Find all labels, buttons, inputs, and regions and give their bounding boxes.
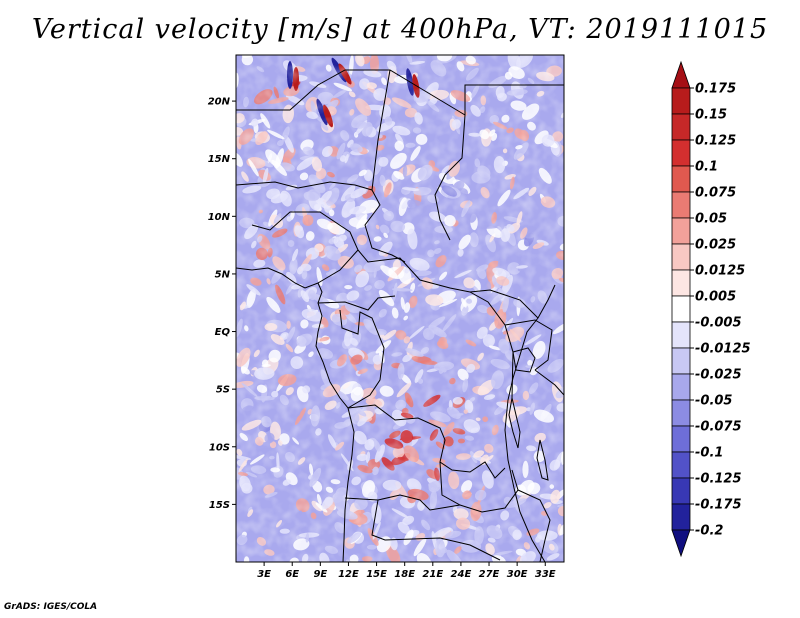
colorbar-swatch: [671, 477, 691, 505]
colorbar-label: 0.05: [695, 212, 727, 227]
colorbar-label: -0.075: [695, 420, 742, 435]
colorbar-label: -0.1: [695, 446, 723, 461]
colorbar-swatch: [671, 60, 691, 89]
y-axis: 20N 15N 10N 5N EQ 5S 10S 15S: [208, 97, 236, 511]
colorbar-swatch: [671, 87, 691, 115]
colorbar-label: -0.2: [695, 524, 723, 539]
x-tick-label: 9E: [313, 569, 327, 580]
colorbar-swatch: [671, 191, 691, 219]
x-axis: 3E 6E 9E 12E 15E 18E 21E 24E 27E 30E 33E: [257, 562, 556, 580]
plot-frame: [235, 54, 565, 563]
colorbar-label: 0.15: [695, 108, 727, 123]
lake-tanganyika: [508, 397, 521, 449]
lake-malawi: [536, 439, 549, 481]
colorbar-label: 0.125: [695, 134, 736, 149]
colorbar-swatch: [671, 295, 691, 323]
y-tick-label: 15N: [208, 154, 231, 165]
colorbar-swatch: [671, 243, 691, 271]
colorbar-swatch: [671, 217, 691, 245]
x-tick-label: 12E: [338, 569, 359, 580]
egypt-sudan-border: [464, 84, 564, 115]
y-tick-label: 5S: [216, 385, 230, 396]
x-tick-label: 33E: [535, 569, 556, 580]
chart-title: Vertical velocity [m/s] at 400hPa, VT: 2…: [31, 14, 769, 45]
uganda-kenya-border: [504, 319, 553, 371]
x-tick-label: 30E: [507, 569, 528, 580]
colorbar-label: -0.0125: [695, 342, 751, 357]
namibia-border: [371, 499, 501, 561]
lake-victoria: [512, 347, 536, 373]
colorbar-swatch: [671, 347, 691, 375]
cameroon-south-border: [317, 295, 396, 311]
y-tick-label: 20N: [208, 97, 231, 108]
angola-drc-border: [347, 404, 506, 479]
angola-south-border: [344, 494, 461, 511]
map-plot-area: [236, 55, 564, 562]
speckle-texture: [236, 55, 564, 562]
coastlines-and-borders: [236, 69, 564, 562]
y-tick-label: 10S: [209, 442, 230, 453]
colorbar: 0.175 0.15 0.125 0.1 0.075 0.05 0.025 0.0125 0.0…: [671, 60, 751, 558]
colorbar-label: 0.005: [695, 290, 736, 305]
colorbar-label: -0.125: [695, 472, 742, 487]
colorbar-label: 0.025: [695, 238, 736, 253]
colorbar-label: -0.05: [695, 394, 732, 409]
y-tick-label: 10N: [208, 212, 231, 223]
car-border: [357, 249, 539, 319]
colorbar-swatch: [671, 373, 691, 401]
niger-border: [236, 181, 373, 191]
nigeria-border: [251, 211, 359, 284]
x-tick-label: 24E: [451, 569, 472, 580]
colorbar-label: 0.0125: [695, 264, 745, 279]
congo-border: [339, 309, 385, 409]
libya-chad-border: [236, 69, 466, 116]
west-africa-coastline: [236, 267, 355, 562]
colorbar-swatch: [671, 425, 691, 453]
colorbar-label: 0.175: [695, 82, 736, 97]
x-tick-label: 3E: [257, 569, 271, 580]
mozambique-border: [517, 489, 551, 562]
colorbar-swatch: [671, 165, 691, 193]
colorbar-label: -0.005: [695, 316, 742, 331]
y-tick-label: EQ: [215, 327, 231, 338]
x-tick-label: 6E: [285, 569, 299, 580]
colorbar-swatch: [671, 503, 691, 531]
y-tick-label: 15S: [209, 500, 230, 511]
y-tick-label: 5N: [215, 269, 231, 280]
colorbar-label: 0.1: [695, 160, 718, 175]
colorbar-swatch: [671, 451, 691, 479]
sudan-west-border: [434, 114, 466, 241]
colorbar-label: 0.075: [695, 186, 736, 201]
colorbar-label: -0.175: [695, 498, 742, 513]
colorbar-swatch: [671, 139, 691, 167]
colorbar-swatch: [671, 321, 691, 349]
grads-credit: GrADS: IGES/COLA: [4, 602, 98, 612]
colorbar-swatch: [671, 529, 691, 558]
colorbar-label: -0.025: [695, 368, 742, 383]
colorbar-swatch: [671, 113, 691, 141]
x-tick-label: 21E: [422, 569, 443, 580]
x-tick-label: 15E: [366, 569, 387, 580]
x-tick-label: 18E: [394, 569, 415, 580]
chad-border: [364, 69, 406, 263]
colorbar-swatch: [671, 269, 691, 297]
tanzania-border: [534, 369, 564, 396]
x-tick-label: 27E: [479, 569, 500, 580]
colorbar-swatch: [671, 399, 691, 427]
